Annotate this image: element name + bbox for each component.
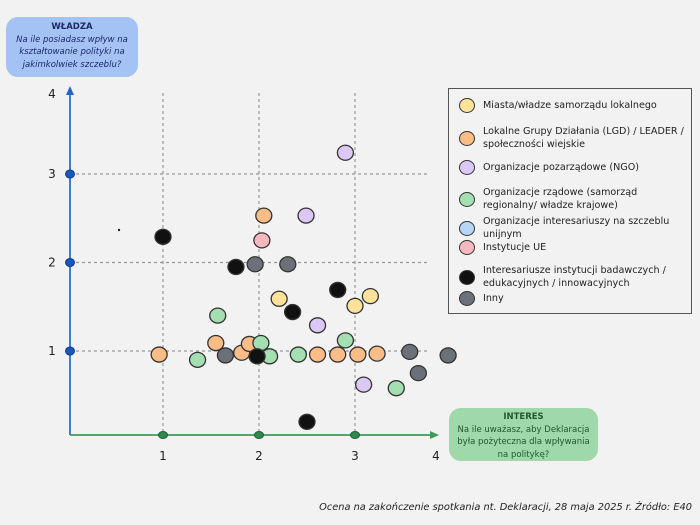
legend-label: Organizacje rządowe (samorząd regionalny…	[483, 187, 638, 211]
data-points	[150, 144, 457, 430]
data-point-lgd	[150, 346, 168, 363]
axes	[65, 86, 439, 439]
legend-label: Miasta/władze samorządu lokalnego	[483, 100, 657, 111]
legend-swatch-icon	[459, 269, 475, 285]
legend-swatch-icon	[459, 220, 475, 236]
y-tick-marker-3	[65, 169, 75, 179]
legend-swatch-icon	[459, 160, 475, 175]
data-point-ngo	[308, 317, 327, 334]
y-tick-label: 4	[48, 87, 56, 101]
data-point-inny	[439, 347, 457, 364]
y-tick-marker-2	[65, 258, 75, 267]
data-point-lgd	[349, 346, 367, 363]
legend-item-unijne: Organizacje interesariuszy na szczeblu u…	[459, 215, 688, 241]
legend: Miasta/władze samorządu lokalnego Lokalne…	[448, 88, 692, 314]
data-point-rzad	[387, 380, 405, 397]
data-point-inny	[409, 364, 428, 382]
legend-item-rzad: Organizacje rządowe (samorząd regionalny…	[459, 186, 688, 212]
legend-label: Inny	[483, 293, 504, 304]
legend-label: Lokalne Grupy Działania (LGD) / LEADER /…	[483, 126, 684, 150]
x-tick-marker-2	[254, 431, 264, 439]
power-question: Na ile posiadasz wpływ na kształtowanie …	[16, 34, 128, 70]
x-tick-label: 4	[432, 449, 440, 463]
data-point-lgd	[329, 346, 347, 363]
data-point-lgd	[308, 346, 327, 363]
legend-item-inny: Inny	[459, 291, 504, 306]
data-point-lgd	[368, 345, 386, 362]
data-point-rzad	[289, 346, 308, 363]
legend-item-miasta: Miasta/władze samorządu lokalnego	[459, 98, 657, 113]
data-point-lgd	[255, 207, 273, 224]
legend-swatch-icon	[459, 291, 475, 306]
data-point-rzad	[252, 334, 270, 352]
legend-item-ue: Instytucje UE	[459, 240, 546, 255]
y-tick-label: 3	[48, 167, 56, 181]
interest-axis-callout: INTERES Na ile uważasz, aby Deklaracja b…	[449, 408, 598, 461]
power-title: WŁADZA	[51, 22, 93, 32]
x-tick-label: 1	[159, 449, 167, 463]
legend-label: Interesariusze instytucji badawczych / e…	[483, 265, 666, 289]
legend-label: Organizacje pozarządowe (NGO)	[483, 162, 639, 173]
source-footer: Ocena na zakończenie spotkania nt. Dekla…	[319, 502, 692, 513]
data-point-inny	[216, 347, 235, 364]
data-point-badawcze	[283, 303, 302, 321]
y-tick-label: 2	[48, 256, 56, 270]
tick-labels: 1 2 3 4 1 2 3 4	[48, 87, 440, 463]
legend-item-badawcze: Interesariusze instytucji badawczych / e…	[459, 264, 688, 290]
interest-question: Na ile uważasz, aby Deklaracja była poży…	[457, 424, 590, 460]
legend-swatch-icon	[459, 130, 475, 146]
data-point-badawcze	[298, 413, 316, 430]
x-tick-label: 2	[255, 449, 263, 463]
legend-swatch-icon	[459, 240, 475, 255]
legend-label: Organizacje interesariuszy na szczeblu u…	[483, 216, 670, 240]
y-tick-marker-1	[65, 346, 75, 356]
legend-item-lgd: Lokalne Grupy Działania (LGD) / LEADER /…	[459, 125, 688, 151]
interest-title: INTERES	[503, 412, 544, 422]
y-axis-arrow-icon	[66, 86, 74, 95]
data-point-ue	[253, 232, 271, 249]
x-tick-label: 3	[351, 449, 359, 463]
data-point-rzad	[188, 351, 207, 369]
data-point-badawcze	[154, 228, 172, 245]
data-point-inny	[401, 343, 419, 361]
stray-dot	[117, 228, 121, 232]
data-point-miasta	[361, 287, 380, 305]
data-point-ngo	[354, 376, 373, 393]
data-point-rzad	[209, 307, 227, 324]
data-point-miasta	[270, 290, 288, 307]
data-point-lgd	[207, 334, 225, 352]
y-tick-label: 1	[48, 344, 56, 358]
x-axis-arrow-icon	[430, 431, 439, 439]
x-tick-marker-1	[158, 431, 168, 439]
legend-swatch-icon	[459, 191, 475, 207]
data-point-rzad	[336, 332, 355, 349]
data-point-badawcze	[329, 281, 347, 299]
x-tick-marker-3	[350, 431, 360, 439]
legend-swatch-icon	[459, 98, 475, 113]
legend-label: Instytucje UE	[483, 242, 547, 253]
data-point-badawcze	[227, 258, 245, 276]
data-point-badawcze	[248, 348, 266, 365]
data-point-inny	[279, 256, 297, 273]
legend-item-ngo: Organizacje pozarządowe (NGO)	[459, 160, 639, 175]
data-point-ngo	[336, 144, 355, 161]
data-point-inny	[246, 256, 264, 273]
power-axis-callout: WŁADZA Na ile posiadasz wpływ na kształt…	[6, 17, 138, 77]
data-point-miasta	[346, 297, 364, 315]
data-point-ngo	[297, 207, 315, 224]
